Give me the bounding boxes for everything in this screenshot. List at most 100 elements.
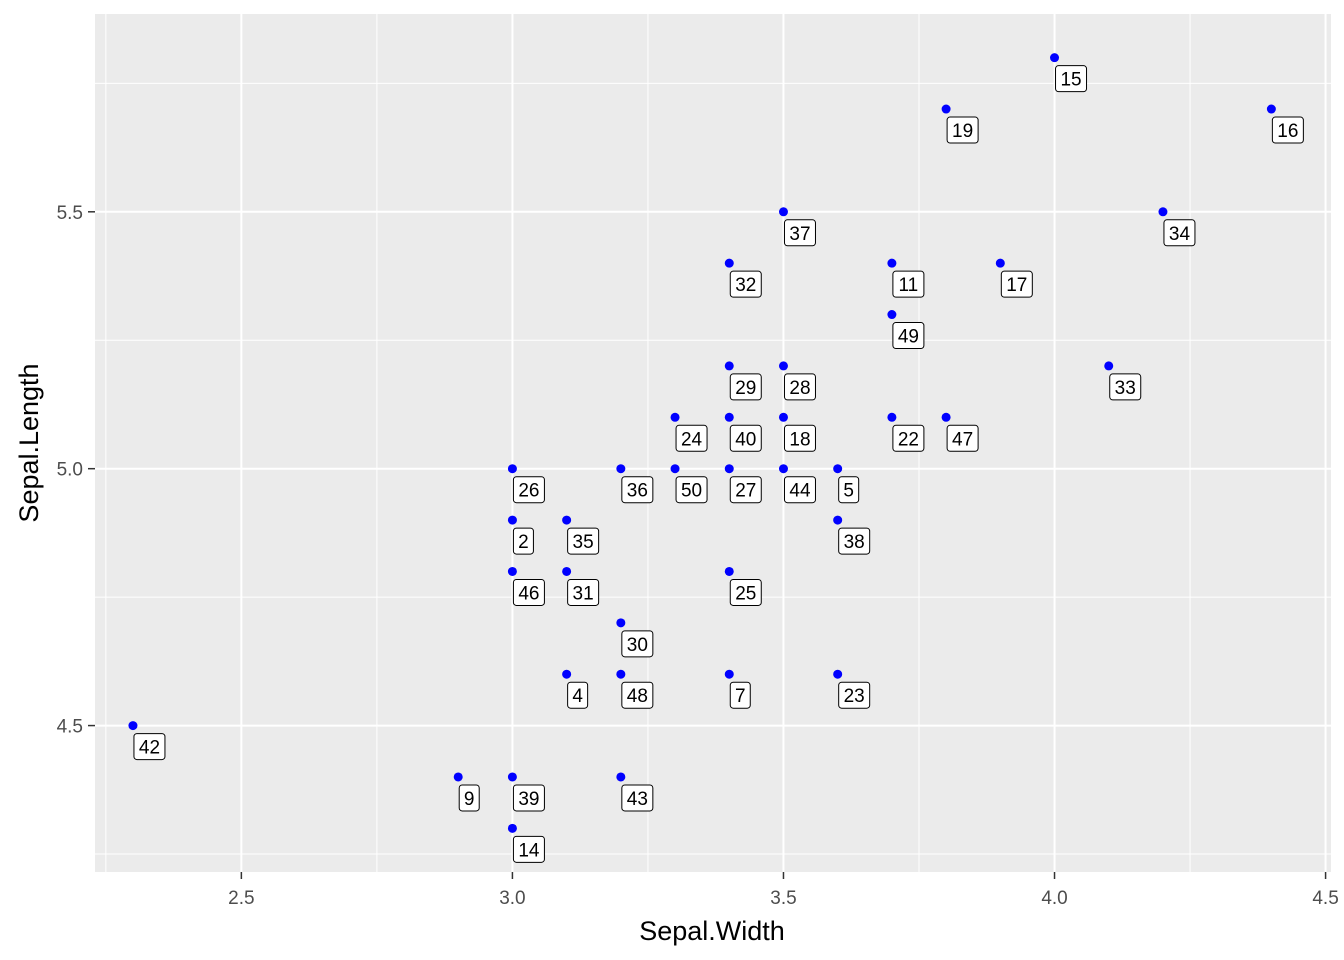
data-point [887, 412, 897, 422]
data-point [887, 310, 897, 320]
point-label-box [621, 630, 654, 658]
point-label-text: 43 [627, 789, 648, 810]
point-label-box [838, 527, 871, 555]
point-label-box [458, 784, 480, 812]
point-label-box [512, 476, 545, 504]
point-label-text: 39 [518, 789, 539, 810]
point-label-text: 4 [572, 686, 583, 707]
point-label-text: 7 [735, 686, 746, 707]
point-label: 46 [512, 578, 545, 606]
x-tick-label: 3.5 [770, 888, 796, 909]
data-point [833, 515, 843, 525]
y-tick-label: 5.0 [57, 460, 83, 481]
x-tick-label: 4.5 [1312, 888, 1338, 909]
point-label-box [1000, 270, 1033, 298]
data-point [1050, 53, 1060, 63]
point-label: 9 [458, 784, 480, 812]
point-label-box [729, 373, 762, 401]
data-point [778, 361, 788, 371]
point-label-box [729, 476, 762, 504]
data-points [128, 53, 1276, 833]
data-point [724, 464, 734, 474]
point-label-text: 50 [681, 481, 702, 502]
data-point [616, 464, 626, 474]
x-axis-ticks: 2.5 3.0 3.5 4.0 4.5 [228, 872, 1339, 909]
point-label-box [946, 116, 979, 144]
point-label-box [729, 424, 762, 452]
data-point [616, 618, 626, 628]
point-label-text: 26 [518, 481, 539, 502]
point-label-box [133, 733, 166, 761]
point-label: 37 [783, 219, 816, 247]
data-point [507, 823, 517, 833]
point-label-box [783, 373, 816, 401]
point-label-box [621, 476, 654, 504]
data-point [616, 669, 626, 679]
minor-gridlines [95, 14, 1331, 872]
x-tick-label: 3.0 [499, 888, 525, 909]
point-label-box [567, 527, 600, 555]
point-label-text: 47 [952, 429, 973, 450]
data-point [453, 772, 463, 782]
point-label-box [621, 784, 654, 812]
point-label: 25 [729, 578, 762, 606]
point-label-text: 16 [1277, 121, 1298, 142]
point-label: 42 [133, 733, 166, 761]
data-point [616, 772, 626, 782]
point-label: 24 [675, 424, 708, 452]
point-label: 27 [729, 476, 762, 504]
data-point [562, 566, 572, 576]
point-label: 36 [621, 476, 654, 504]
point-label-box [729, 578, 762, 606]
point-label-text: 48 [627, 686, 648, 707]
point-label: 32 [729, 270, 762, 298]
data-point [941, 104, 951, 114]
point-label-text: 38 [844, 532, 865, 553]
x-tick-label: 2.5 [228, 888, 254, 909]
point-label-text: 35 [573, 532, 594, 553]
point-label-text: 44 [789, 481, 811, 502]
x-tick-label: 4.0 [1041, 888, 1067, 909]
point-label-text: 11 [899, 275, 919, 296]
point-label-box [512, 835, 545, 863]
point-label: 22 [892, 424, 925, 452]
point-label: 23 [838, 681, 871, 709]
point-label-text: 42 [139, 738, 160, 759]
point-label-text: 28 [789, 378, 810, 399]
point-label: 48 [621, 681, 654, 709]
plot-panel [95, 14, 1331, 872]
point-label-text: 23 [844, 686, 865, 707]
data-point [1158, 207, 1168, 217]
point-label-box [621, 681, 654, 709]
data-point [724, 258, 734, 268]
data-point [507, 515, 517, 525]
point-label: 44 [783, 476, 816, 504]
point-label-box [675, 424, 708, 452]
y-tick-label: 4.5 [57, 717, 83, 738]
point-label-box [946, 424, 979, 452]
point-label-text: 2 [518, 532, 529, 553]
data-point [128, 721, 138, 731]
point-label: 31 [567, 578, 600, 606]
point-label-box [892, 322, 925, 350]
data-point [833, 464, 843, 474]
point-label: 30 [621, 630, 654, 658]
point-label: 34 [1163, 219, 1196, 247]
point-label: 15 [1055, 65, 1088, 93]
point-label: 47 [946, 424, 979, 452]
point-label-text: 36 [627, 481, 648, 502]
point-label-box [512, 527, 534, 555]
point-label-box [567, 681, 589, 709]
point-label-text: 29 [735, 378, 756, 399]
data-point [724, 361, 734, 371]
point-label: 26 [512, 476, 545, 504]
point-label: 49 [892, 322, 925, 350]
point-label-box [1109, 373, 1142, 401]
data-point [1266, 104, 1276, 114]
point-label: 35 [567, 527, 600, 555]
point-label: 40 [729, 424, 762, 452]
data-point [778, 412, 788, 422]
point-label-box [567, 578, 600, 606]
point-label: 14 [512, 835, 545, 863]
point-label: 17 [1000, 270, 1033, 298]
